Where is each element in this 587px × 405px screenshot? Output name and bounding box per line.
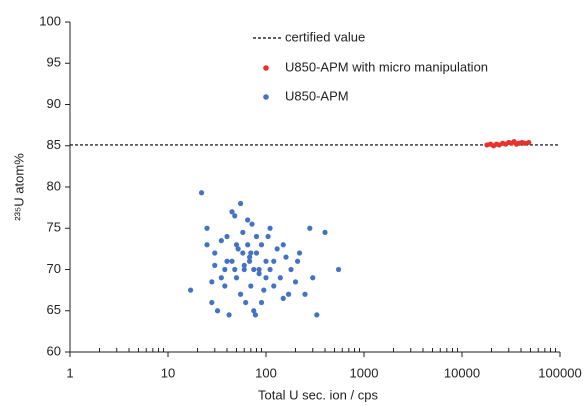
point	[256, 271, 262, 277]
point	[240, 229, 246, 235]
point	[251, 308, 257, 314]
point	[224, 258, 230, 264]
point	[274, 246, 280, 252]
point	[314, 312, 320, 318]
point	[226, 312, 232, 318]
y-tick-label: 75	[47, 220, 61, 235]
point	[218, 238, 224, 244]
legend-swatch	[263, 65, 269, 71]
point	[246, 258, 253, 264]
y-tick-label: 80	[47, 178, 61, 193]
point	[302, 291, 308, 297]
point	[251, 266, 257, 273]
point	[222, 283, 228, 289]
point	[233, 275, 240, 281]
point	[296, 250, 303, 256]
point	[310, 275, 316, 281]
point	[307, 225, 313, 231]
point	[245, 217, 251, 223]
legend-label: certified value	[285, 29, 365, 44]
point	[218, 275, 224, 281]
point	[335, 266, 342, 273]
point	[229, 258, 235, 264]
point	[198, 190, 205, 196]
point	[280, 242, 286, 248]
point	[246, 254, 253, 260]
point	[263, 275, 269, 281]
point	[232, 266, 238, 273]
point	[233, 242, 240, 248]
point	[235, 246, 241, 252]
point	[212, 250, 218, 256]
point	[248, 283, 254, 289]
point	[261, 287, 267, 293]
point	[241, 266, 247, 273]
point	[222, 266, 228, 273]
y-tick-label: 100	[39, 13, 61, 28]
point	[237, 200, 244, 207]
point	[267, 225, 273, 231]
point	[187, 287, 194, 293]
point	[232, 213, 238, 219]
point	[212, 262, 218, 268]
legend-label: U850-APM with micro manipulation	[285, 59, 488, 74]
point	[263, 258, 269, 264]
point	[285, 291, 292, 297]
point	[224, 233, 230, 240]
point	[204, 242, 210, 248]
point	[283, 254, 289, 260]
y-tick-label: 65	[47, 302, 61, 317]
y-axis-label: ²³⁵U atom%	[11, 153, 26, 221]
point	[237, 291, 244, 297]
point	[245, 242, 251, 248]
x-tick-label: 10000	[444, 365, 480, 380]
point	[209, 299, 215, 306]
y-tick-label: 85	[47, 137, 61, 152]
point	[240, 250, 246, 256]
point	[292, 279, 299, 285]
x-axis-label: Total U sec. ion / cps	[258, 387, 378, 402]
legend-swatch	[263, 94, 269, 100]
y-tick-label: 70	[47, 261, 61, 276]
x-tick-label: 1	[66, 365, 73, 380]
x-tick-label: 1000	[350, 365, 379, 380]
point	[294, 258, 301, 264]
point	[252, 312, 259, 318]
x-tick-label: 100000	[538, 365, 581, 380]
point	[209, 279, 215, 285]
point	[271, 283, 277, 289]
point	[258, 299, 265, 306]
point	[241, 262, 247, 268]
x-tick-label: 10	[161, 365, 175, 380]
point	[258, 242, 265, 248]
point	[229, 209, 235, 215]
y-tick-label: 90	[47, 96, 61, 111]
point	[214, 308, 221, 314]
point	[322, 229, 328, 235]
point	[248, 250, 254, 256]
legend-label: U850-APM	[285, 88, 349, 103]
point	[265, 233, 271, 240]
y-tick-label: 60	[47, 343, 61, 358]
point	[253, 250, 260, 256]
point	[256, 266, 262, 273]
point	[271, 258, 277, 264]
x-tick-label: 100	[255, 365, 277, 380]
point	[288, 266, 294, 273]
point	[249, 221, 255, 227]
point	[204, 225, 210, 231]
point	[526, 139, 532, 146]
y-tick-label: 95	[47, 55, 61, 70]
point	[267, 266, 273, 273]
point	[253, 233, 260, 240]
point	[277, 275, 283, 281]
point	[243, 299, 249, 306]
point	[280, 295, 286, 301]
